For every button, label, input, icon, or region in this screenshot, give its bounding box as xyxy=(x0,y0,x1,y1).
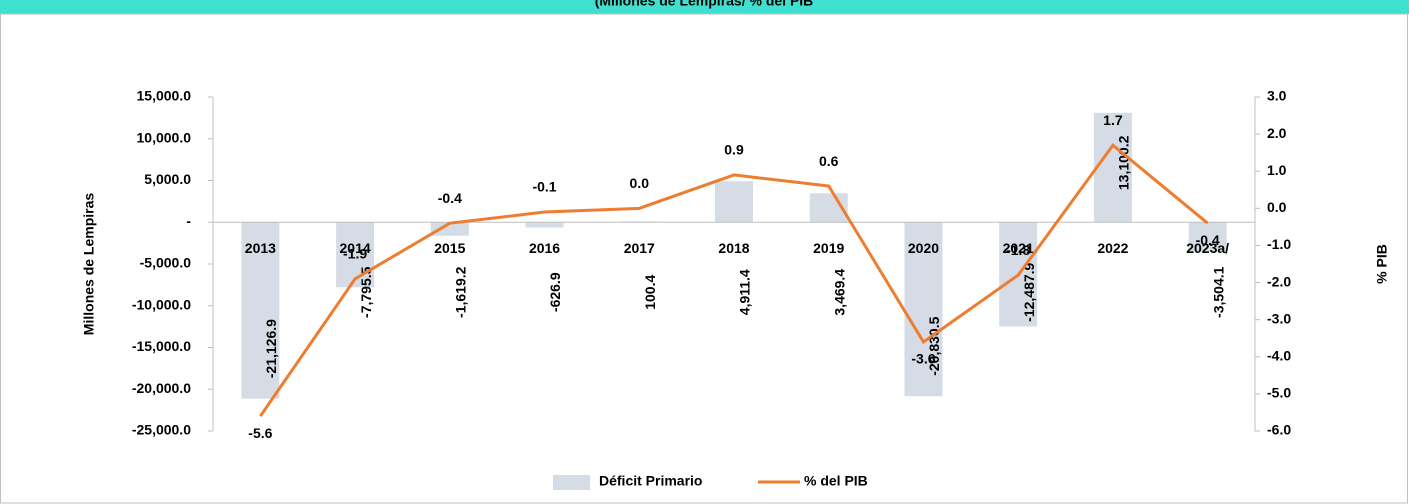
y2-tick-label: -4.0 xyxy=(1267,347,1291,363)
y2-tick-label: -1.0 xyxy=(1267,236,1291,252)
y2-tick-label: 0.0 xyxy=(1267,199,1287,215)
line xyxy=(259,143,1209,418)
line-value-label: -3.6 xyxy=(911,351,935,367)
y-axis-title: Millones de Lempiras xyxy=(81,193,97,336)
bar xyxy=(241,222,280,399)
y-tick-label: 10,000.0 xyxy=(137,129,192,145)
frame xyxy=(0,13,1408,504)
y2-tick-label: -3.0 xyxy=(1267,310,1291,326)
line-value-label: 0.0 xyxy=(630,175,650,191)
y2-tick-label: 2.0 xyxy=(1267,125,1287,141)
x-tick-label: 2016 xyxy=(529,240,560,256)
x-tick-label: 2021 xyxy=(1003,240,1034,256)
chart-subtitle: (Millones de Lempiras/ % del PIB xyxy=(595,0,814,9)
x-tick-label: 2020 xyxy=(908,240,939,256)
x-tick-label: 2018 xyxy=(718,240,749,256)
line-value-label: -5.6 xyxy=(248,425,272,441)
line-value-label: -0.1 xyxy=(532,179,556,195)
x-tick-label: 2014 xyxy=(340,240,371,256)
line-value-label: -0.4 xyxy=(1196,232,1220,248)
line-value-label: -1.8 xyxy=(1006,242,1030,258)
x-tick-label: 2015 xyxy=(434,240,465,256)
x-tick-label: 2022 xyxy=(1097,240,1128,256)
bar xyxy=(1093,112,1132,223)
y-tick-label: -10,000.0 xyxy=(132,296,191,312)
y-tick-label: 15,000.0 xyxy=(137,88,192,104)
y-tick-label: - xyxy=(186,213,191,229)
legend-label: % del PIB xyxy=(804,473,868,489)
bar-value-label: 3,469.4 xyxy=(831,269,847,316)
bar-value-label: -626.9 xyxy=(547,272,563,312)
bar-value-label: -21,126.9 xyxy=(263,319,279,378)
y2-tick-label: -5.0 xyxy=(1267,385,1291,401)
y2-tick-label: -2.0 xyxy=(1267,273,1291,289)
x-tick-label: 2019 xyxy=(813,240,844,256)
bar xyxy=(525,222,564,228)
banner xyxy=(0,0,1409,14)
line-value-label: 0.6 xyxy=(819,153,839,169)
y-tick-label: -15,000.0 xyxy=(132,338,191,354)
y-tick-label: -5,000.0 xyxy=(140,255,192,271)
bar xyxy=(336,222,375,288)
bar xyxy=(430,222,469,236)
bar-value-label: -20,830.5 xyxy=(926,316,942,375)
line-value-label: -1.9 xyxy=(343,246,367,262)
line-value-label: 0.9 xyxy=(724,142,744,158)
y2-tick-label: 1.0 xyxy=(1267,162,1287,178)
x-tick-label: 2013 xyxy=(245,240,276,256)
bar-value-label: 4,911.4 xyxy=(737,269,753,315)
line-value-label: -0.4 xyxy=(438,190,462,206)
bar-value-label: -3,504.1 xyxy=(1210,266,1226,318)
line-value-label: 1.7 xyxy=(1103,112,1123,128)
x-tick-label: 2017 xyxy=(624,240,655,256)
y2-axis-title: % PIB xyxy=(1374,244,1390,284)
y-tick-label: -20,000.0 xyxy=(132,380,191,396)
bar-value-label: -7,795.5 xyxy=(358,266,374,318)
bar xyxy=(904,222,943,397)
legend-label: Déficit Primario xyxy=(599,473,702,489)
bar-value-label: 100.4 xyxy=(642,275,658,310)
y2-tick-label: 3.0 xyxy=(1267,88,1287,104)
y-tick-label: -25,000.0 xyxy=(132,422,191,438)
bar-value-label: -1,619.2 xyxy=(453,266,469,318)
y2-tick-label: -6.0 xyxy=(1267,422,1291,438)
x-tick-label: 2023a/ xyxy=(1186,240,1229,256)
bar-value-label: -12,487.9 xyxy=(1021,262,1037,321)
y-tick-label: 5,000.0 xyxy=(144,171,191,187)
bar xyxy=(715,181,753,223)
bar xyxy=(1188,222,1227,252)
legend-swatch xyxy=(553,475,590,490)
bar-value-label: 13,100.2 xyxy=(1116,135,1132,190)
